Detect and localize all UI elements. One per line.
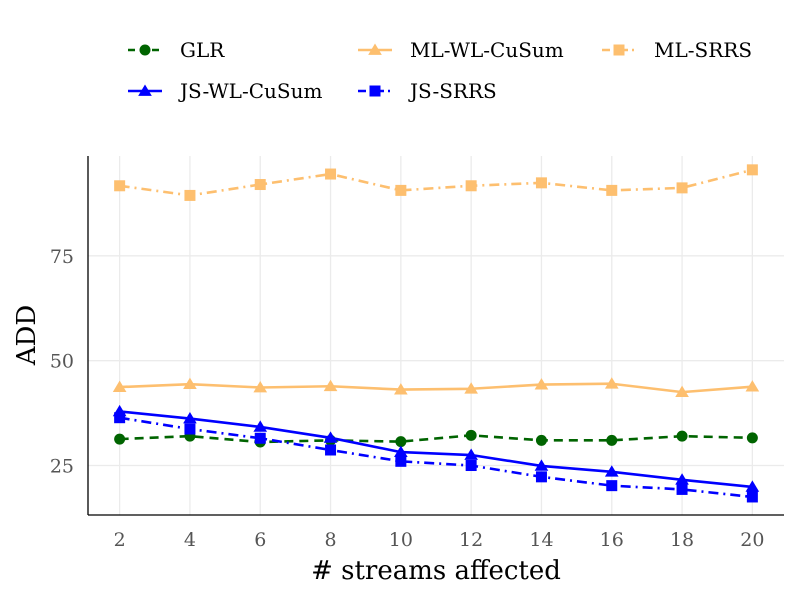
tick-labels: 2 4 6 8 10 12 14 16 18 20 25 50 75 xyxy=(50,246,765,551)
legend-label: JS-SRRS xyxy=(408,79,497,103)
data-point-ml-srrs xyxy=(114,180,126,192)
data-point-ml-srrs xyxy=(184,189,196,201)
x-tick-label: 14 xyxy=(529,529,553,551)
data-point-js-wl-cusum xyxy=(534,459,549,471)
data-point-glr xyxy=(746,432,758,444)
data-point-ml-wl-cusum xyxy=(183,377,197,390)
data-point-js-srrs xyxy=(465,460,477,472)
x-tick-label: 8 xyxy=(324,529,336,551)
x-tick-label: 2 xyxy=(114,529,126,551)
data-point-js-wl-cusum xyxy=(394,445,408,457)
data-point-js-wl-cusum xyxy=(183,412,197,424)
legend-marker-glr xyxy=(139,44,151,56)
data-point-glr xyxy=(606,434,618,446)
data-point-js-wl-cusum xyxy=(464,448,478,460)
data-point-glr xyxy=(395,436,407,448)
legend-item-js-wl-cusum: JS-WL-CuSum xyxy=(128,79,322,103)
data-point-ml-wl-cusum xyxy=(604,377,619,389)
grid xyxy=(88,156,784,515)
data-point-ml-wl-cusum xyxy=(464,382,478,394)
legend-item-js-srrs: JS-SRRS xyxy=(358,79,497,103)
data-point-ml-srrs xyxy=(606,184,618,196)
x-tick-label: 6 xyxy=(254,529,266,551)
legend-item-glr: GLR xyxy=(128,38,225,62)
data-point-ml-wl-cusum xyxy=(323,379,338,392)
data-point-glr xyxy=(114,433,126,445)
legend-marker-js-wl-cusum xyxy=(138,84,152,96)
data-point-js-srrs xyxy=(325,444,337,456)
data-point-ml-wl-cusum xyxy=(253,381,268,393)
x-axis-title: # streams affected xyxy=(311,556,561,586)
data-point-ml-srrs xyxy=(254,179,266,191)
series-line-ml-wl-cusum xyxy=(119,382,753,394)
legend-item-ml-srrs: ML-SRRS xyxy=(602,38,752,62)
data-point-ml-wl-cusum xyxy=(112,380,127,392)
legend-marker-js-srrs xyxy=(369,85,381,97)
series-js-wl-cusum xyxy=(112,404,760,492)
series-line-js-srrs xyxy=(119,416,753,499)
legend-label: JS-WL-CuSum xyxy=(178,79,322,103)
data-point-js-wl-cusum xyxy=(323,431,338,443)
data-point-ml-srrs xyxy=(746,164,758,176)
data-point-js-srrs xyxy=(606,480,618,492)
data-point-ml-wl-cusum xyxy=(534,378,549,390)
data-point-ml-srrs xyxy=(395,184,407,196)
data-point-ml-srrs xyxy=(535,177,547,189)
data-point-js-wl-cusum xyxy=(745,480,760,492)
series-line-glr xyxy=(119,434,753,444)
legend-label: ML-WL-CuSum xyxy=(410,38,564,62)
data-point-js-srrs xyxy=(254,432,266,444)
data-point-js-srrs xyxy=(676,483,688,495)
x-tick-label: 18 xyxy=(670,529,694,551)
x-tick-label: 4 xyxy=(184,529,196,551)
series-line-js-wl-cusum xyxy=(119,410,753,489)
data-point-glr xyxy=(465,429,477,441)
data-point-ml-srrs xyxy=(325,168,337,180)
legend-marker-ml-srrs xyxy=(613,44,625,56)
legend-label: ML-SRRS xyxy=(654,38,752,62)
series-ml-wl-cusum xyxy=(112,377,760,397)
legend-item-ml-wl-cusum: ML-WL-CuSum xyxy=(358,38,564,62)
data-point-glr xyxy=(676,430,688,442)
y-tick-label: 50 xyxy=(50,351,74,373)
legend-label: GLR xyxy=(180,38,225,62)
x-tick-label: 16 xyxy=(600,529,624,551)
y-tick-label: 25 xyxy=(50,456,74,478)
data-point-js-wl-cusum xyxy=(253,420,268,432)
data-point-js-srrs xyxy=(535,471,547,483)
data-point-js-srrs xyxy=(114,412,126,424)
series-ml-srrs xyxy=(114,164,758,201)
data-point-js-srrs xyxy=(746,491,758,503)
data-point-ml-srrs xyxy=(465,180,477,192)
data-point-ml-wl-cusum xyxy=(394,383,408,395)
data-point-js-wl-cusum xyxy=(675,473,689,485)
x-tick-label: 20 xyxy=(740,529,764,551)
series-line-ml-srrs xyxy=(119,168,753,197)
data-point-js-wl-cusum xyxy=(604,465,619,477)
series-lines xyxy=(112,164,760,503)
data-point-ml-wl-cusum xyxy=(675,385,689,397)
data-point-ml-srrs xyxy=(676,182,688,194)
x-tick-label: 10 xyxy=(389,529,413,551)
y-axis-title: ADD xyxy=(12,305,42,366)
legend: GLR ML-WL-CuSum ML-SRRS JS-WL-CuSum JS-SRRS xyxy=(128,38,752,103)
data-point-js-srrs xyxy=(184,423,196,435)
y-tick-label: 75 xyxy=(50,246,74,268)
x-tick-label: 12 xyxy=(459,529,483,551)
axes xyxy=(87,156,784,516)
legend-marker-ml-wl-cusum xyxy=(368,43,382,55)
data-point-js-srrs xyxy=(395,455,407,467)
data-point-ml-wl-cusum xyxy=(745,380,760,392)
series-js-srrs xyxy=(114,412,758,503)
data-point-glr xyxy=(535,434,547,446)
